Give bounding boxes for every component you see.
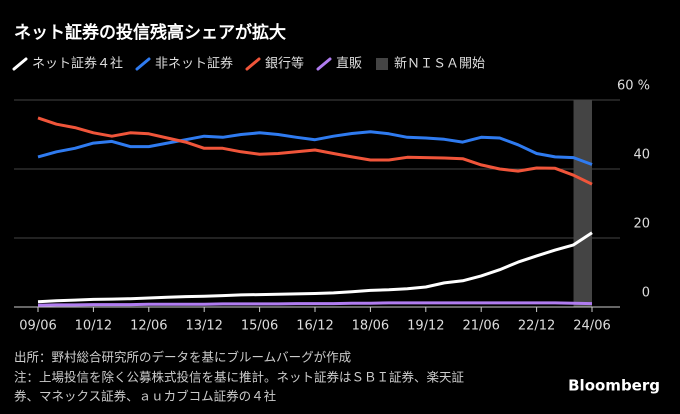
- legend-swatch: [316, 57, 332, 71]
- note: 出所：野村総合研究所のデータを基にブルームバーグが作成: [14, 350, 351, 365]
- brand: Bloomberg: [568, 377, 660, 395]
- legend-label: 直販: [336, 57, 362, 72]
- legend-swatch: [376, 58, 389, 70]
- x-tick-label: 22/12: [518, 319, 555, 334]
- x-tick-label: 09/06: [19, 319, 56, 334]
- x-tick-label: 16/12: [296, 319, 333, 334]
- x-tick-label: 15/06: [241, 319, 278, 334]
- legend-swatch: [135, 57, 151, 71]
- series-line: [37, 116, 593, 186]
- x-tick-label: 12/06: [130, 319, 167, 334]
- x-tick-label: 24/06: [573, 319, 610, 334]
- series-line: [37, 130, 593, 166]
- chart-title: ネット証券の投信残高シェアが拡大: [14, 22, 286, 43]
- x-tick-label: 10/12: [75, 319, 112, 334]
- series-line: [37, 231, 593, 304]
- x-tick-label: 13/12: [185, 319, 222, 334]
- note: 注：上場投信を除く公募株式投信を基に推計。ネット証券はＳＢＩ証券、楽天証: [14, 370, 465, 385]
- legend-swatch: [245, 57, 261, 71]
- series-line: [37, 301, 593, 307]
- y-tick-label: 60 %: [617, 79, 650, 94]
- y-tick-label: 40: [633, 148, 650, 163]
- nisa-band: [573, 100, 592, 307]
- x-tick-label: 18/06: [352, 319, 389, 334]
- legend-label: 非ネット証券: [155, 56, 233, 72]
- x-tick-label: 19/12: [407, 319, 444, 334]
- y-tick-label: 20: [633, 217, 650, 232]
- legend-swatch: [12, 57, 28, 71]
- y-tick-label: 0: [642, 286, 650, 301]
- legend-label: 銀行等: [265, 56, 304, 72]
- legend-label: 新ＮＩＳＡ開始: [394, 56, 485, 72]
- note: 券、マネックス証券、ａｕカブコム証券の４社: [14, 389, 276, 404]
- x-tick-label: 21/06: [462, 319, 499, 334]
- legend-label: ネット証券４社: [32, 56, 123, 72]
